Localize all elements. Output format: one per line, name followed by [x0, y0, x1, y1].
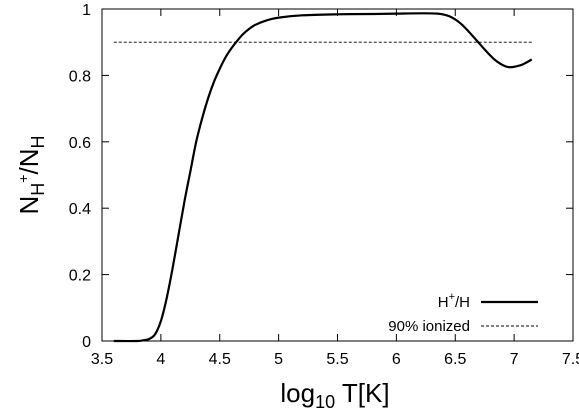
y-label-slash: /N — [14, 149, 44, 175]
y-tick-label: 0.6 — [69, 135, 91, 152]
x-label-sub: 10 — [315, 392, 335, 412]
series-line-ionization-fraction — [113, 12, 533, 343]
series-layer — [113, 12, 533, 343]
legend-solid-rest: /H — [455, 294, 470, 311]
y-label-sub1: H — [28, 183, 48, 196]
x-tick-label: 3.5 — [91, 351, 113, 368]
y-label-n1: N — [14, 196, 44, 215]
legend-solid-sup: + — [449, 291, 455, 303]
legend-solid-base: H — [438, 294, 449, 311]
x-axis-label: log10 T[K] — [280, 378, 389, 412]
y-label-sub2: H — [28, 136, 48, 149]
y-tick-label: 0.4 — [69, 201, 91, 218]
y-tick-label: 1 — [82, 2, 91, 19]
legend-label-dashed: 90% ionized — [388, 318, 470, 335]
x-tick-label: 5.5 — [326, 351, 348, 368]
y-axis-label: NH+/NH — [14, 136, 48, 215]
y-label-sup1: + — [15, 175, 31, 183]
x-tick-label: 4.5 — [209, 351, 231, 368]
axis-ticks — [101, 8, 574, 342]
legend-label-solid: H+/H — [438, 291, 470, 311]
x-label-rest: T[K] — [335, 378, 389, 408]
y-tick-label: 0.2 — [69, 268, 91, 285]
plot-frame — [101, 8, 574, 342]
legend: H+/H 90% ionized — [388, 291, 538, 335]
x-tick-label: 6.5 — [444, 351, 466, 368]
x-tick-label: 7.5 — [562, 351, 579, 368]
x-tick-label: 7 — [510, 351, 519, 368]
x-tick-label: 6 — [392, 351, 401, 368]
tick-labels: 3.5 4 4.5 5 5.5 6 6.5 7 7.5 0 0.2 0.4 0.6 0.8 1 — [69, 2, 579, 368]
y-tick-label: 0 — [82, 334, 91, 351]
x-tick-label: 4 — [156, 351, 165, 368]
x-tick-label: 5 — [274, 351, 283, 368]
x-label-main: log — [280, 378, 315, 408]
y-tick-label: 0.8 — [69, 68, 91, 85]
